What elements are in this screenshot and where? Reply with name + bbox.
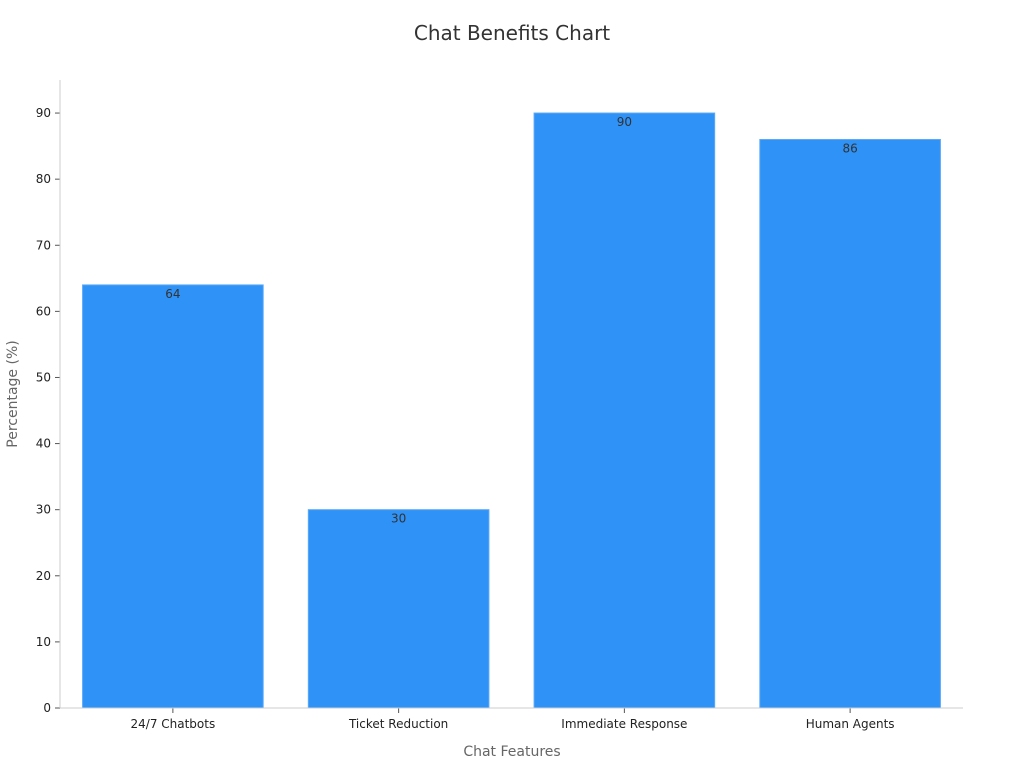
axes-layer: 24/7 Chatbots Ticket Reduction Immediate R… <box>36 80 963 731</box>
y-tick-label-7: 70 <box>36 238 51 252</box>
bar-2 <box>533 112 716 709</box>
x-tick-label-0: 24/7 Chatbots <box>131 717 216 731</box>
y-tick-label-8: 80 <box>36 172 51 186</box>
y-tick-label-1: 10 <box>36 635 51 649</box>
data-labels-layer: 64 30 90 86 <box>165 115 858 526</box>
x-tick-label-1: Ticket Reduction <box>348 717 448 731</box>
bars-layer <box>82 112 941 709</box>
y-tick-label-2: 20 <box>36 569 51 583</box>
y-tick-label-4: 40 <box>36 437 51 451</box>
y-tick-label-5: 50 <box>36 370 51 384</box>
bar-1 <box>307 509 490 709</box>
bar-0 <box>82 284 264 709</box>
y-tick-label-9: 90 <box>36 106 51 120</box>
bar-3 <box>759 138 941 709</box>
data-label-1: 30 <box>391 512 406 526</box>
data-label-2: 90 <box>617 115 632 129</box>
y-tick-label-3: 30 <box>36 503 51 517</box>
x-tick-label-2: Immediate Response <box>561 717 687 731</box>
y-axis-label: Percentage (%) <box>5 340 21 447</box>
y-tick-label-0: 0 <box>43 701 51 715</box>
data-label-0: 64 <box>165 287 180 301</box>
chart-title: Chat Benefits Chart <box>414 21 610 45</box>
y-tick-label-6: 60 <box>36 304 51 318</box>
x-tick-label-3: Human Agents <box>806 717 895 731</box>
x-axis-label: Chat Features <box>463 744 560 760</box>
data-label-3: 86 <box>842 141 857 155</box>
